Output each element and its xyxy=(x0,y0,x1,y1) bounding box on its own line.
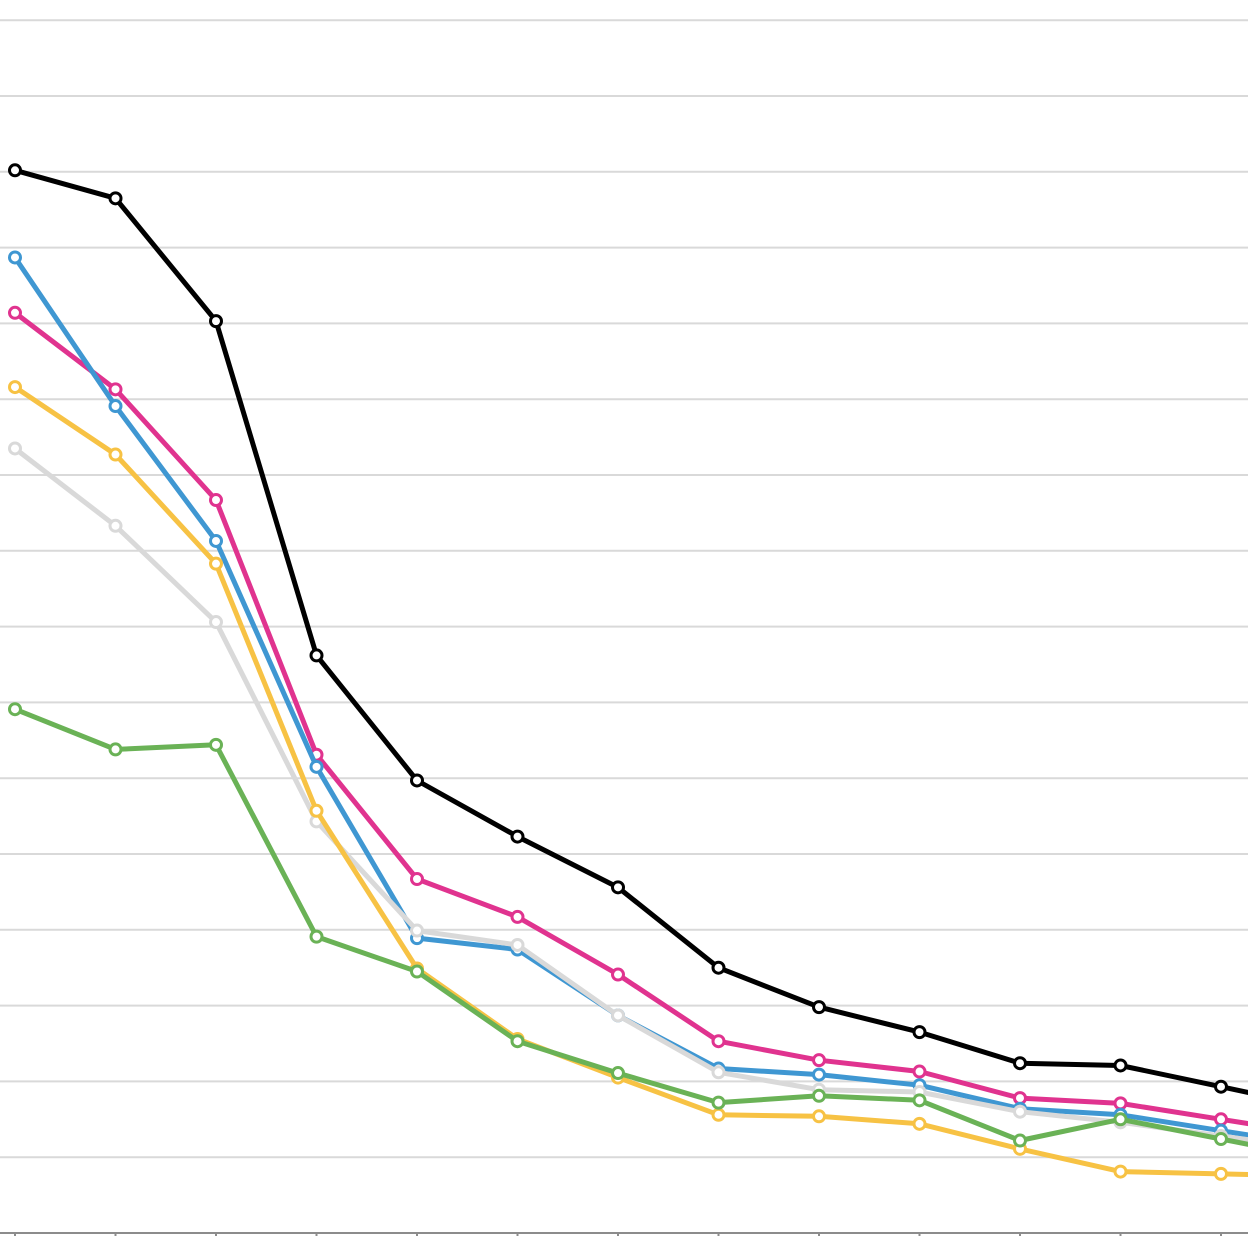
series-2-point-8[interactable] xyxy=(711,1034,726,1049)
series-3-point-1[interactable] xyxy=(8,250,22,265)
series-2-point-10[interactable] xyxy=(912,1064,927,1079)
series-2-point-7[interactable] xyxy=(611,967,625,982)
series-1-line xyxy=(12,167,1248,1096)
series-5 xyxy=(8,380,1248,1181)
series-1-point-3[interactable] xyxy=(209,314,223,329)
series-6 xyxy=(8,702,1248,1148)
series-4-point-2[interactable] xyxy=(108,518,123,533)
series-6-point-8[interactable] xyxy=(711,1095,726,1110)
series-1-point-11[interactable] xyxy=(1013,1056,1027,1071)
series-3-point-2[interactable] xyxy=(108,399,123,414)
series-3 xyxy=(8,250,1248,1138)
series-2-point-9[interactable] xyxy=(812,1053,826,1068)
series-6-point-6[interactable] xyxy=(510,1034,525,1049)
series-1-point-7[interactable] xyxy=(611,880,625,895)
series-3-point-9[interactable] xyxy=(812,1067,826,1082)
series-6-point-3[interactable] xyxy=(209,737,223,752)
series-5-point-9[interactable] xyxy=(812,1109,826,1124)
y-gridlines xyxy=(0,19,1248,1159)
x-axis xyxy=(0,1232,1248,1236)
series-1-point-10[interactable] xyxy=(912,1025,927,1040)
series-1-point-1[interactable] xyxy=(8,163,22,178)
series-4-point-8[interactable] xyxy=(711,1065,726,1080)
series-4-point-1[interactable] xyxy=(8,441,22,456)
series-5-point-4[interactable] xyxy=(309,803,324,818)
series-6-point-13[interactable] xyxy=(1214,1132,1228,1147)
series-6-point-4[interactable] xyxy=(309,929,324,944)
series-group xyxy=(8,163,1248,1181)
series-2 xyxy=(8,305,1248,1127)
series-1-point-4[interactable] xyxy=(309,648,324,663)
series-1-point-5[interactable] xyxy=(410,773,424,788)
series-5-point-8[interactable] xyxy=(711,1107,726,1122)
series-3-line xyxy=(12,255,1248,1138)
series-6-point-12[interactable] xyxy=(1113,1112,1128,1127)
series-2-point-1[interactable] xyxy=(8,305,22,320)
series-6-point-7[interactable] xyxy=(611,1066,625,1081)
series-1-point-12[interactable] xyxy=(1113,1058,1128,1073)
series-2-point-12[interactable] xyxy=(1113,1096,1128,1111)
series-4-point-6[interactable] xyxy=(510,937,525,952)
series-1-point-2[interactable] xyxy=(108,191,123,206)
series-2-point-13[interactable] xyxy=(1214,1112,1228,1127)
series-2-point-2[interactable] xyxy=(108,382,123,397)
series-1-point-13[interactable] xyxy=(1214,1079,1228,1094)
series-3-point-3[interactable] xyxy=(209,533,223,548)
series-5-point-3[interactable] xyxy=(209,556,223,571)
series-6-point-2[interactable] xyxy=(108,742,123,757)
series-5-point-10[interactable] xyxy=(912,1116,927,1131)
series-4-point-11[interactable] xyxy=(1013,1104,1027,1119)
series-4-point-7[interactable] xyxy=(611,1008,625,1023)
series-1-point-6[interactable] xyxy=(510,829,525,844)
series-4-point-5[interactable] xyxy=(410,923,424,938)
series-1-point-8[interactable] xyxy=(711,960,726,975)
series-6-line xyxy=(12,706,1248,1147)
series-4 xyxy=(8,441,1248,1143)
series-5-point-13[interactable] xyxy=(1214,1166,1228,1181)
series-2-point-6[interactable] xyxy=(510,909,525,924)
series-2-point-3[interactable] xyxy=(209,493,223,508)
series-5-line xyxy=(12,384,1248,1178)
series-3-point-4[interactable] xyxy=(309,759,324,774)
series-6-point-5[interactable] xyxy=(410,964,424,979)
series-6-point-11[interactable] xyxy=(1013,1133,1027,1148)
series-2-point-5[interactable] xyxy=(410,872,424,887)
series-5-point-12[interactable] xyxy=(1113,1164,1128,1179)
series-1 xyxy=(8,163,1248,1096)
series-2-line xyxy=(12,310,1248,1127)
series-6-point-10[interactable] xyxy=(912,1093,927,1108)
series-4-line xyxy=(12,446,1248,1143)
series-5-point-2[interactable] xyxy=(108,447,123,462)
series-5-point-1[interactable] xyxy=(8,380,22,395)
series-6-point-1[interactable] xyxy=(8,702,22,717)
series-4-point-3[interactable] xyxy=(209,615,223,630)
series-1-point-9[interactable] xyxy=(812,1000,826,1015)
series-6-point-9[interactable] xyxy=(812,1088,826,1103)
